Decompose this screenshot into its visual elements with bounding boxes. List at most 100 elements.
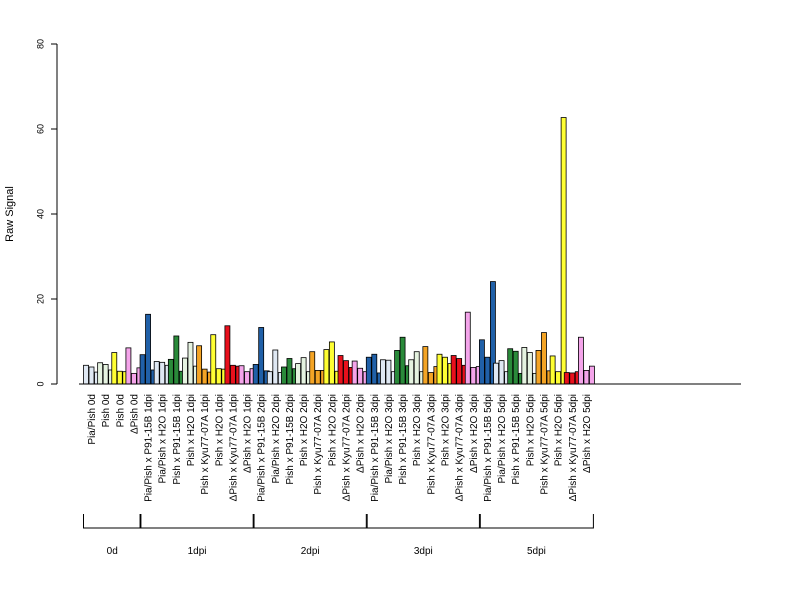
bar	[229, 364, 236, 385]
group-bracket	[83, 514, 142, 529]
bar	[196, 345, 203, 385]
x-tick-label: ΔPish x H2O 1dpi	[243, 394, 254, 473]
bar	[111, 352, 118, 385]
bar	[583, 369, 590, 385]
bar	[252, 364, 259, 385]
bar	[88, 366, 95, 385]
bar	[182, 357, 188, 385]
x-tick-label: Pia/Pish x P91-15B 5dpi	[483, 394, 494, 502]
bar	[286, 358, 293, 385]
bar	[408, 359, 415, 385]
group-label: 1dpi	[188, 546, 207, 557]
bar	[131, 372, 137, 385]
x-tick-label: Pish x H2O 2dpi	[299, 394, 310, 466]
x-tick-label: Pish x H2O 1dpi	[214, 394, 225, 466]
x-tick-label: Pish x H2O 2dpi	[327, 394, 338, 466]
bar	[343, 360, 349, 385]
x-tick-label: Pish x H2O 3dpi	[441, 394, 452, 466]
bar	[371, 353, 378, 385]
bar	[521, 347, 528, 385]
bar	[201, 368, 208, 385]
x-tick-label: ΔPish x Kyu77-07A 2dpi	[342, 394, 353, 501]
bar	[125, 347, 132, 385]
group-label: 5dpi	[527, 546, 546, 557]
y-axis-label: Raw Signal	[4, 186, 16, 242]
x-tick-label: ΔPish 0d	[129, 394, 140, 434]
bar	[357, 367, 364, 385]
x-tick-label: Pia/Pish x H2O 5dpi	[497, 394, 508, 484]
group-label: 3dpi	[414, 546, 433, 557]
bar	[139, 354, 146, 385]
bar	[281, 366, 287, 385]
bar	[394, 350, 400, 385]
bar	[337, 355, 344, 385]
bar	[295, 363, 302, 385]
bar	[173, 335, 180, 385]
bar	[385, 359, 392, 385]
bar	[153, 361, 160, 385]
x-tick-label: ΔPish x Kyu77-07A 5dpi	[568, 394, 579, 501]
bar	[167, 358, 174, 385]
group-label: 2dpi	[301, 546, 320, 557]
y-tick-label: 80	[35, 39, 45, 49]
x-tick-label: Pish x P91-15B 3dpi	[398, 394, 409, 485]
bar	[479, 339, 485, 385]
bar	[351, 360, 358, 385]
bar	[442, 356, 448, 385]
bars	[83, 117, 595, 385]
bar	[266, 371, 273, 385]
bar	[399, 336, 406, 385]
bar	[215, 368, 222, 385]
bar	[555, 371, 562, 385]
bar	[578, 336, 584, 385]
group-bracket	[252, 514, 368, 529]
bar	[210, 334, 217, 385]
group-label: 0d	[107, 546, 118, 557]
x-tick-label: Pish x H2O 5dpi	[554, 394, 565, 466]
x-tick-label: Pish x P91-15B 2dpi	[285, 394, 296, 485]
bar	[450, 355, 457, 385]
bar	[159, 361, 166, 385]
bar	[300, 357, 307, 385]
x-tick-label: Pia/Pish x P91-15B 1dpi	[144, 394, 155, 502]
bar	[470, 367, 477, 385]
x-tick-label: Pish x P91-15B 5dpi	[511, 394, 522, 485]
x-tick-label: Pish 0d	[101, 394, 112, 427]
x-tick-label: ΔPish x Kyu77-07A 3dpi	[455, 394, 466, 501]
x-tick-label: Pia/Pish x H2O 1dpi	[158, 394, 169, 484]
bar	[365, 356, 372, 385]
x-tick-label: Pia/Pish x P91-15B 3dpi	[370, 394, 381, 502]
bar	[413, 351, 420, 385]
y-axis: 0 20 40 60 80	[35, 39, 58, 387]
bar	[464, 311, 471, 385]
bar	[83, 364, 89, 385]
x-tick-label: ΔPish x H2O 3dpi	[469, 394, 480, 473]
bar	[238, 365, 245, 385]
x-tick-label: Pish x Kyu77-07A 2dpi	[313, 394, 324, 495]
bar	[244, 371, 250, 385]
bar	[116, 370, 123, 385]
bar	[589, 365, 595, 385]
x-tick-label: Pish x H2O 1dpi	[186, 394, 197, 466]
group-brackets: 0d 1dpi 2dpi 3dpi 5dpi	[83, 514, 594, 557]
bar	[97, 362, 104, 385]
bar	[314, 369, 321, 385]
bar	[456, 358, 463, 385]
bar	[380, 359, 386, 385]
x-tick-label: Pish x H2O 5dpi	[525, 394, 536, 466]
x-tick-label: Pish x Kyu77-07A 1dpi	[200, 394, 211, 495]
bar	[224, 325, 231, 385]
bar	[560, 117, 567, 385]
x-tick-label: Pia/Pish x H2O 2dpi	[271, 394, 282, 484]
x-tick-labels: Pia/Pish 0d Pish 0d Pish 0d ΔPish 0d Pia/Pis…	[87, 394, 593, 502]
x-tick-label: Pish x Kyu77-07A 3dpi	[426, 394, 437, 495]
y-tick-label: 0	[35, 381, 45, 386]
x-tick-label: Pish x H2O 3dpi	[412, 394, 423, 466]
bar	[272, 349, 279, 385]
bar	[422, 346, 429, 385]
bar	[187, 341, 194, 385]
x-tick-label: Pish x P91-15B 1dpi	[172, 394, 183, 485]
bar	[563, 372, 570, 385]
bar	[541, 332, 547, 385]
x-tick-label: ΔPish x H2O 5dpi	[582, 394, 593, 473]
